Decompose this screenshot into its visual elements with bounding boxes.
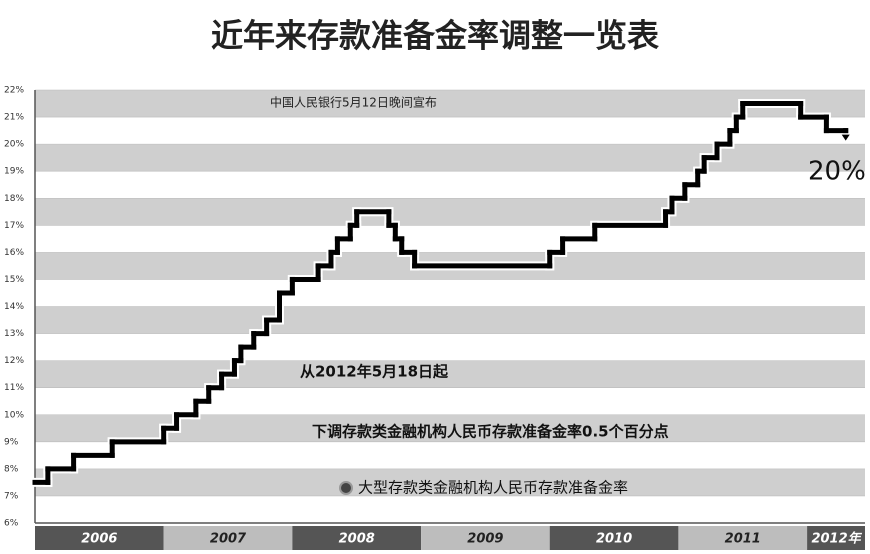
stripe	[35, 198, 865, 226]
x-tick-label: 2007	[210, 532, 247, 547]
x-band	[292, 526, 422, 550]
annotation: 20%	[808, 157, 866, 187]
y-tick-label: 14%	[4, 302, 24, 312]
stripe	[35, 306, 865, 334]
x-tick-label: 2009	[467, 532, 503, 547]
x-tick-label: 2008	[339, 532, 375, 547]
stripe	[35, 360, 865, 388]
stripe	[35, 468, 865, 496]
x-tick-label: 2011	[725, 532, 761, 547]
x-band	[163, 526, 293, 550]
y-tick-label: 20%	[4, 140, 24, 150]
plot	[30, 99, 851, 487]
y-tick-label: 13%	[4, 329, 24, 339]
y-tick-label: 11%	[4, 383, 24, 393]
y-tick-label: 17%	[4, 221, 24, 231]
annotation: 下调存款类金融机构人民币存款准备金率0.5个百分点	[312, 423, 669, 441]
axis: 6% 7% 8% 9% 10% 11% 12% 13% 14% 15% 16% 17% 18% 19% 20…	[4, 86, 865, 550]
x-band	[549, 526, 679, 550]
x-band	[421, 526, 550, 550]
annotation: 中国人民银行5月12日晚间宣布	[270, 95, 437, 110]
y-tick-label: 10%	[4, 410, 24, 420]
x-tick-label: 2006	[81, 532, 117, 547]
y-tick-label: 18%	[4, 194, 24, 204]
y-tick-label: 15%	[4, 275, 24, 285]
x-tick-label: 2010	[596, 532, 632, 547]
y-tick-label: 21%	[4, 113, 24, 123]
x-tick-label: 2012年	[811, 531, 862, 547]
chart-title: 近年来存款准备金率调整一览表	[211, 17, 659, 55]
y-tick-label: 9%	[4, 437, 19, 447]
y-tick-label: 16%	[4, 248, 24, 258]
legend-label: 大型存款类金融机构人民币存款准备金率	[358, 479, 628, 497]
y-tick-label: 12%	[4, 356, 24, 366]
grid	[35, 89, 865, 524]
x-band	[35, 526, 164, 550]
end-marker	[841, 134, 850, 141]
annotation: 从2012年5月18日起	[300, 363, 449, 381]
y-tick-label: 8%	[4, 464, 19, 474]
x-band	[807, 526, 865, 550]
x-band	[678, 526, 808, 550]
stripe	[35, 90, 865, 118]
y-tick-label: 19%	[4, 167, 24, 177]
legend-bullet	[339, 481, 353, 495]
y-tick-label: 22%	[4, 86, 24, 96]
stripe	[35, 144, 865, 172]
y-tick-label: 7%	[4, 491, 19, 501]
y-tick-label: 6%	[4, 519, 19, 529]
